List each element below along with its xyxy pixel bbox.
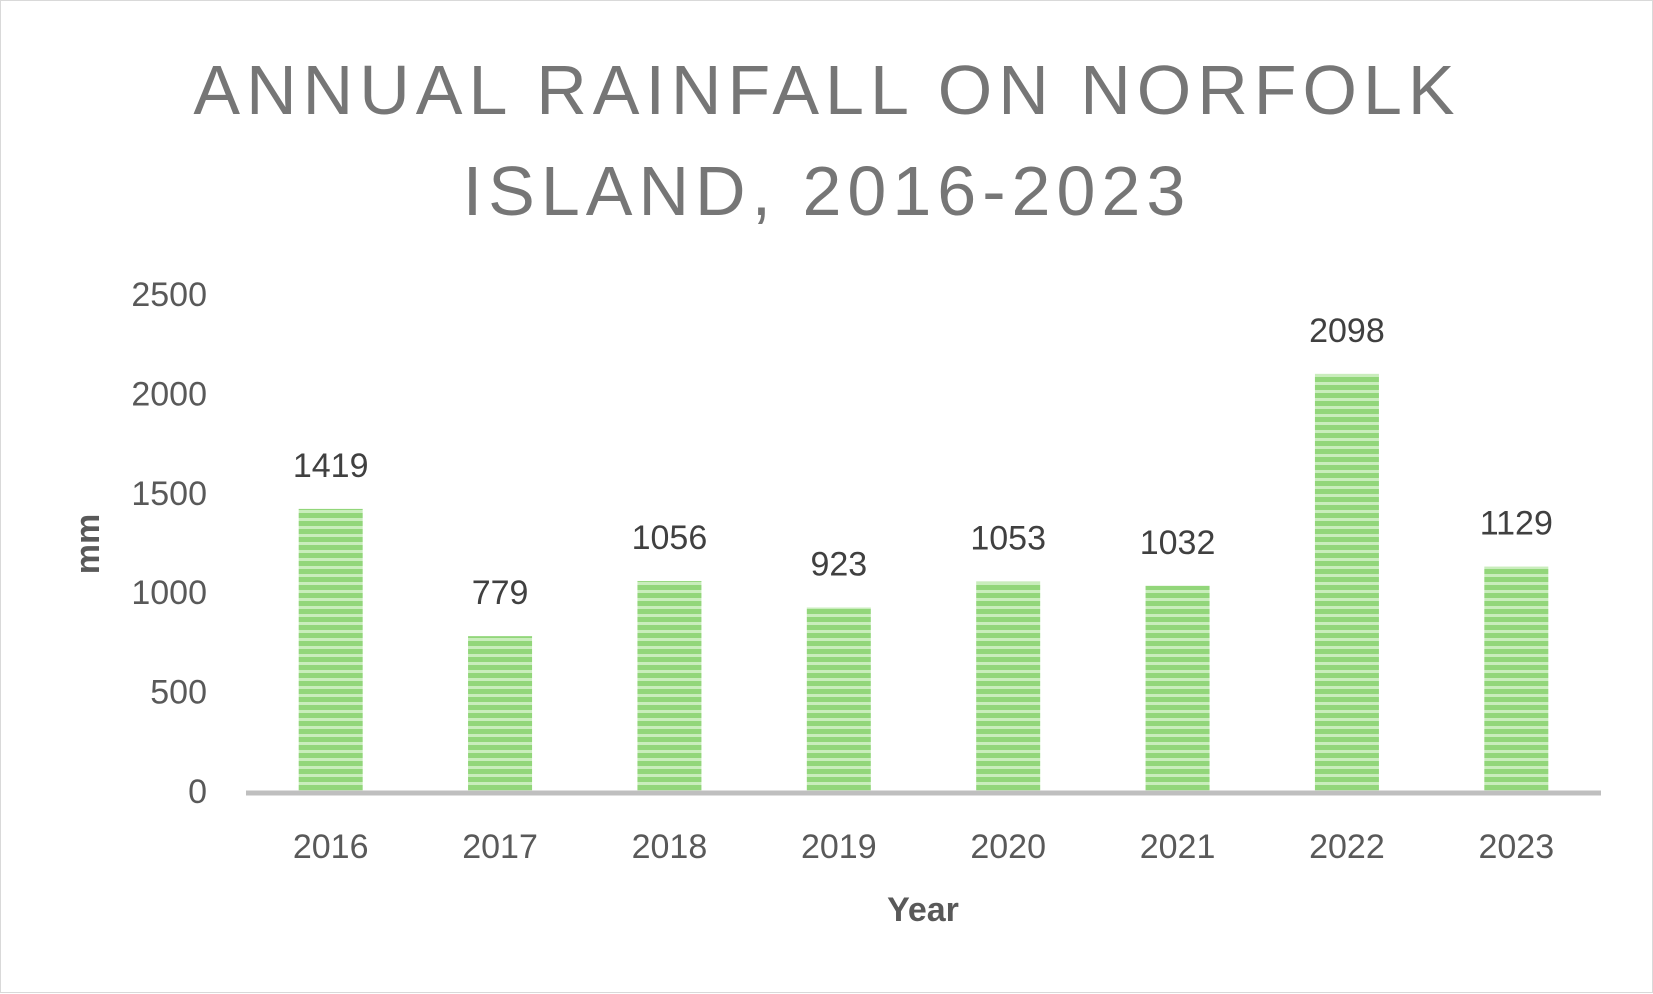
x-tick-label: 2019 [801,828,877,866]
x-tick-label: 2018 [632,828,708,866]
x-tick-label: 2023 [1478,828,1554,866]
y-tick-label: 2500 [131,276,207,314]
y-tick-label: 1000 [131,574,207,612]
y-tick-label: 500 [150,674,207,712]
chart-title-line-2: ISLAND, 2016-2023 [463,152,1192,230]
y-axis-ticks: 0 500 1000 1500 2000 2500 [131,276,207,811]
bar-value-label: 779 [472,574,529,612]
x-axis-ticks: 2016 2017 2018 2019 2020 2021 2022 2023 [293,828,1554,866]
y-tick-label: 1500 [131,475,207,513]
x-tick-label: 2017 [462,828,538,866]
x-tick-label: 2020 [970,828,1046,866]
bar [1314,373,1379,791]
bar [976,581,1041,791]
y-tick-label: 2000 [131,375,207,413]
bar [637,581,702,791]
y-axis-title: mm [69,514,107,574]
chart-title-line-1: ANNUAL RAINFALL ON NORFOLK [193,51,1460,129]
bar [468,636,533,791]
bar-value-label: 1419 [293,447,369,485]
bar [1484,566,1549,791]
x-tick-label: 2021 [1140,828,1216,866]
bar-value-label: 1053 [970,520,1046,558]
bar [298,508,363,791]
x-axis-title: Year [887,891,959,929]
bar-value-label: 2098 [1309,312,1385,350]
bar-value-label: 1032 [1140,524,1216,562]
x-tick-label: 2016 [293,828,369,866]
data-labels: 1419 779 1056 923 1053 1032 2098 1129 [293,312,1553,612]
bar-value-label: 1129 [1480,505,1553,543]
y-tick-label: 0 [188,773,207,811]
bar [806,607,871,791]
bar-value-label: 923 [810,546,867,584]
bar [1145,585,1210,791]
bar-value-label: 1056 [632,519,708,557]
bars [298,373,1549,791]
x-tick-label: 2022 [1309,828,1385,866]
